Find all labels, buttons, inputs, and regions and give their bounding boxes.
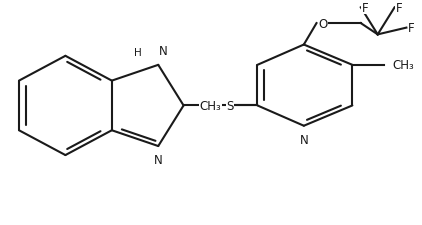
- Text: N: N: [300, 133, 308, 146]
- Text: N: N: [154, 153, 162, 166]
- Text: CH₃: CH₃: [200, 99, 222, 112]
- Text: F: F: [408, 22, 415, 35]
- Text: CH₃: CH₃: [392, 59, 414, 72]
- Text: N: N: [159, 45, 168, 58]
- Text: H: H: [134, 48, 141, 58]
- Text: S: S: [226, 99, 234, 112]
- Text: O: O: [318, 18, 327, 30]
- Text: F: F: [362, 2, 368, 15]
- Text: F: F: [395, 2, 402, 15]
